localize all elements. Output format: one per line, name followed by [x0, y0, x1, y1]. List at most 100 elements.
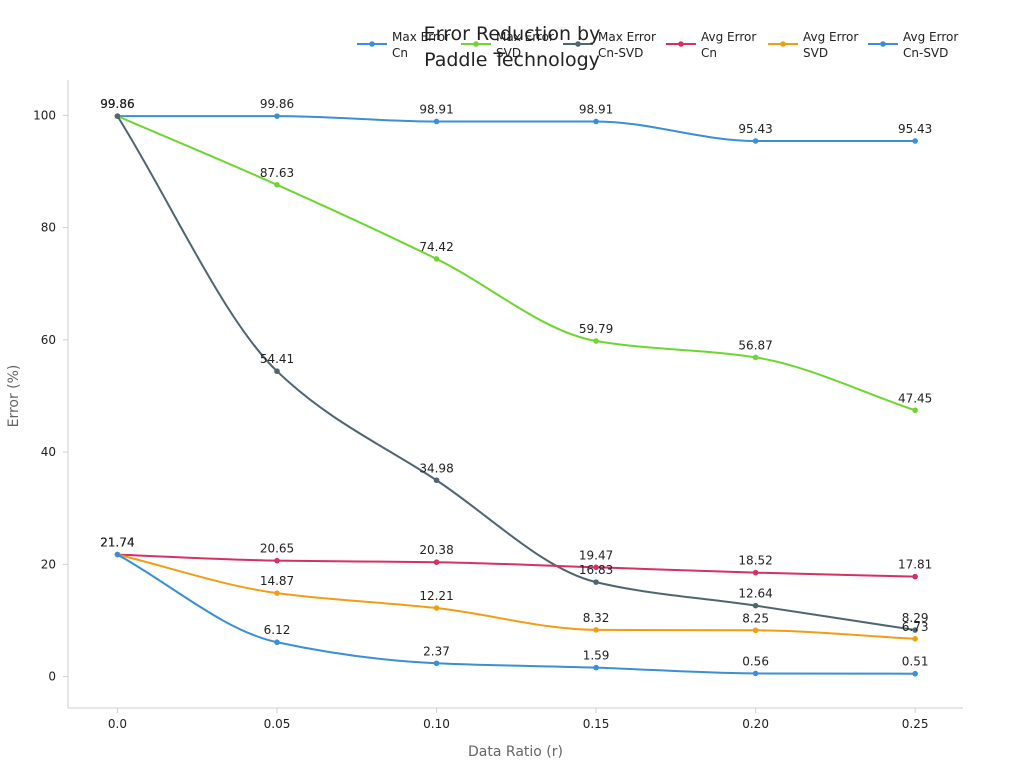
data-label: 34.98	[419, 461, 453, 475]
data-point	[752, 670, 759, 677]
data-point	[752, 627, 759, 634]
data-point	[593, 118, 599, 125]
legend-item: Avg Error SVD	[768, 30, 858, 60]
legend-swatch-point	[575, 41, 581, 47]
y-tick-label: 60	[41, 333, 56, 347]
legend-label: Cn-SVD	[903, 46, 948, 60]
data-point	[274, 181, 280, 188]
data-point	[593, 338, 599, 344]
x-tick-label: 0.0	[108, 717, 127, 731]
series-line	[117, 553, 916, 578]
data-label: 20.38	[419, 543, 453, 557]
data-label: 2.37	[423, 644, 450, 658]
data-point	[912, 573, 918, 580]
data-point	[433, 660, 440, 667]
legend-item: Avg Error Cn	[666, 30, 756, 60]
legend-item: Max Error SVD	[461, 30, 554, 60]
data-point	[433, 477, 440, 484]
data-point	[752, 602, 759, 609]
data-label: 95.43	[898, 122, 932, 136]
y-tick-label: 20	[41, 557, 56, 571]
y-tick-label: 40	[41, 445, 56, 459]
data-label: 21.74	[100, 536, 134, 550]
legend-swatch-point	[880, 41, 886, 47]
chart-title-line: Paddle Technology	[424, 49, 600, 71]
data-label: 21.74	[100, 536, 134, 550]
data-label: 99.86	[100, 97, 134, 111]
data-label: 6.73	[902, 620, 929, 634]
data-point	[274, 590, 280, 596]
y-tick-label: 0	[48, 670, 56, 684]
data-label: 16.83	[579, 563, 613, 577]
chart-title: Error Reduction by Paddle Technology	[424, 23, 601, 71]
data-label: 8.29	[902, 611, 929, 625]
data-point	[433, 118, 440, 125]
data-point	[912, 670, 918, 677]
x-tick-label: 0.05	[264, 717, 291, 731]
legend-label: Avg Error	[803, 30, 858, 44]
data-label: 87.63	[260, 166, 294, 180]
data-label: 17.81	[898, 558, 932, 572]
data-label: 14.87	[260, 574, 294, 588]
series-line	[117, 115, 916, 143]
data-label: 12.21	[419, 589, 453, 603]
data-point	[593, 627, 599, 633]
y-axis-label: Error (%)	[6, 365, 22, 428]
data-label: 0.56	[742, 654, 769, 668]
legend-label: Cn	[701, 46, 717, 60]
data-label: 99.86	[100, 97, 134, 111]
data-point	[274, 368, 280, 375]
data-label: 59.79	[579, 322, 613, 336]
x-tick-label: 0.15	[583, 717, 610, 731]
data-label: 12.64	[738, 587, 772, 601]
data-label: 95.43	[738, 122, 772, 136]
series-line	[116, 115, 916, 632]
series-line	[117, 553, 916, 640]
series-line	[116, 553, 916, 675]
data-point	[912, 636, 918, 642]
data-point	[114, 113, 121, 119]
data-point	[752, 354, 759, 361]
data-label: 8.25	[742, 611, 769, 625]
data-point	[593, 664, 599, 671]
data-label: 99.86	[260, 97, 294, 111]
data-label: 98.91	[579, 102, 613, 116]
data-label: 54.41	[260, 352, 294, 366]
legend-label: Avg Error	[701, 30, 756, 44]
data-label: 0.51	[902, 655, 929, 669]
legend-label: Avg Error	[903, 30, 958, 44]
data-label: 99.86	[100, 97, 134, 111]
legend-item: Avg Error Cn-SVD	[868, 30, 958, 60]
data-point	[274, 557, 280, 564]
legend-label: Cn	[392, 46, 408, 60]
data-point	[433, 256, 440, 262]
x-tick-label: 0.10	[423, 717, 450, 731]
legend-item: Max Error Cn-SVD	[563, 30, 656, 60]
data-point	[752, 138, 759, 144]
data-label: 47.45	[898, 391, 932, 405]
chart-title-line: Error Reduction by	[424, 23, 601, 45]
data-point	[912, 627, 918, 633]
legend-swatch-point	[678, 41, 684, 47]
data-label: 20.65	[260, 542, 294, 556]
data-point	[752, 569, 759, 576]
legend-label: SVD	[803, 46, 828, 60]
legend-label: Max Error	[598, 30, 656, 44]
data-point	[912, 138, 918, 144]
x-axis-label: Data Ratio (r)	[468, 744, 563, 760]
data-point	[274, 639, 280, 646]
legend-swatch-point	[473, 41, 479, 47]
series-line	[117, 115, 916, 412]
legend-swatch-point	[780, 41, 786, 47]
y-tick-label: 80	[41, 221, 56, 235]
axes: 0 20 40 60 80 100 0.0 0.05 0.10 0.15 0.20 0.25	[33, 80, 963, 731]
data-label: 74.42	[419, 240, 453, 254]
x-tick-label: 0.20	[742, 717, 769, 731]
legend-label: SVD	[496, 46, 521, 60]
legend-item: Max Error Cn	[357, 30, 450, 60]
data-point	[593, 564, 599, 571]
data-label: 98.91	[419, 102, 453, 116]
